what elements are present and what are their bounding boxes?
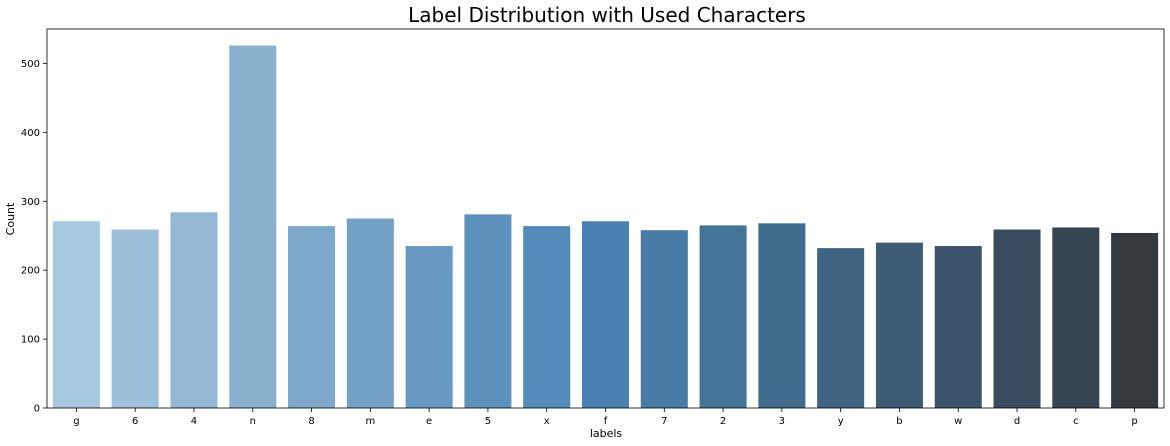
x-tick-label: c — [1073, 416, 1079, 427]
x-tick-label: 2 — [720, 416, 726, 427]
bar-x — [523, 226, 571, 408]
x-tick-label: e — [426, 416, 432, 427]
chart-title: Label Distribution with Used Characters — [408, 3, 806, 27]
bar-c — [1052, 227, 1100, 408]
bar-3 — [758, 223, 806, 408]
x-tick-label: y — [838, 416, 844, 427]
y-axis-label: Count — [4, 202, 17, 235]
bar-8 — [288, 226, 336, 408]
bars-layer — [52, 45, 1159, 408]
bar-f — [581, 221, 630, 408]
x-tick-label: 6 — [132, 416, 138, 427]
x-tick-label: 3 — [779, 416, 785, 427]
y-tick-label: 0 — [34, 404, 40, 415]
y-tick-label: 500 — [21, 59, 40, 70]
y-tick-label: 400 — [21, 128, 40, 139]
x-tick-label: m — [365, 416, 375, 427]
bar-5 — [464, 214, 512, 408]
bar-6 — [111, 229, 159, 408]
x-tick-label: n — [250, 416, 256, 427]
x-tick-label: g — [73, 416, 79, 427]
bar-e — [405, 246, 453, 408]
bar-p — [1111, 232, 1159, 408]
x-tick-label: 5 — [485, 416, 491, 427]
x-tick-label: 7 — [661, 416, 667, 427]
x-tick-label: b — [896, 416, 902, 427]
bar-n — [229, 45, 277, 408]
bar-7 — [640, 230, 688, 408]
x-tick-label: 8 — [308, 416, 314, 427]
bar-y — [817, 248, 865, 408]
bar-g — [52, 221, 100, 408]
x-tick-label: x — [544, 416, 550, 427]
x-tick-label: w — [954, 416, 962, 427]
y-tick-label: 300 — [21, 197, 40, 208]
bar-2 — [699, 225, 747, 408]
bar-m — [346, 218, 394, 408]
bar-d — [993, 229, 1041, 408]
bar-4 — [170, 212, 218, 408]
x-axis-label: labels — [590, 427, 623, 440]
y-tick-label: 200 — [21, 266, 40, 277]
x-tick-label: p — [1131, 416, 1137, 427]
bar-b — [875, 242, 923, 408]
x-tick-label: f — [604, 416, 608, 427]
bar-w — [934, 246, 982, 408]
y-tick-label: 100 — [21, 335, 40, 346]
x-tick-label: d — [1014, 416, 1020, 427]
ticks-layer: g 6 4 n 8 m e 5 x f 7 2 3 y b w d c p 0 100 200 300 400 500 — [21, 59, 1138, 427]
x-tick-label: 4 — [191, 416, 197, 427]
